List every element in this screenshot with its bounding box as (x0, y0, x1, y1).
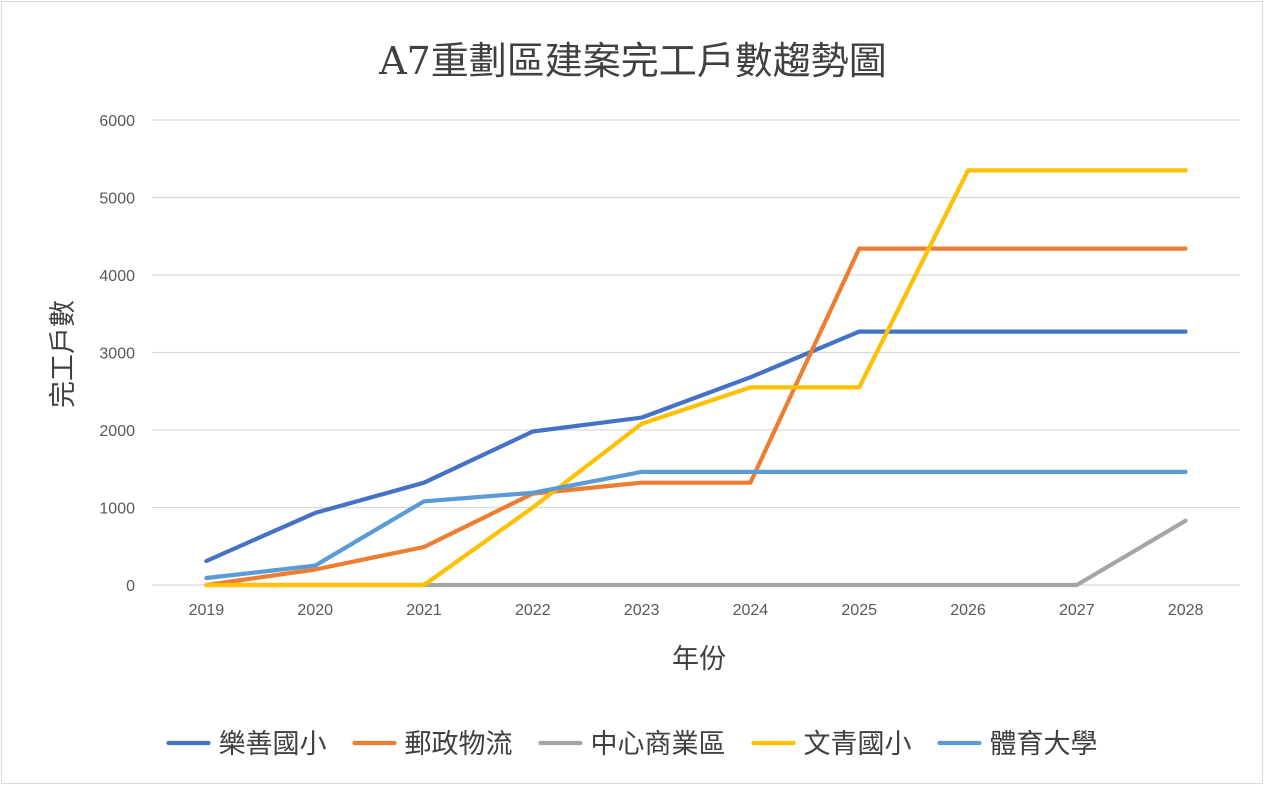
y-tick-label: 4000 (99, 268, 135, 285)
x-tick-label: 2026 (950, 602, 986, 619)
legend-label: 樂善國小 (219, 729, 327, 760)
legend-item: 體育大學 (937, 729, 1098, 760)
series-line-4 (204, 469, 1188, 581)
series-line-0 (204, 329, 1188, 564)
x-tick-label: 2020 (297, 602, 333, 619)
y-tick-label: 2000 (99, 423, 135, 440)
series-line-1 (204, 246, 1188, 588)
legend-label: 體育大學 (990, 729, 1098, 760)
x-tick-label: 2027 (1059, 602, 1095, 619)
legend-item: 郵政物流 (352, 729, 513, 760)
y-tick-label: 5000 (99, 191, 135, 208)
series-line-2 (204, 518, 1188, 588)
legend-label: 文青國小 (804, 729, 912, 760)
legend-item: 文青國小 (751, 729, 912, 760)
x-tick-label: 2022 (515, 602, 551, 619)
x-tick-label: 2021 (406, 602, 442, 619)
x-tick-label: 2019 (189, 602, 225, 619)
y-tick-label: 1000 (99, 501, 135, 518)
y-tick-label: 0 (126, 578, 135, 595)
legend-item: 中心商業區 (538, 729, 726, 760)
series-line-3 (204, 168, 1188, 588)
gridlines (152, 119, 1240, 586)
legend: 樂善國小 郵政物流 中心商業區 文青國小 體育大學 (166, 729, 1098, 760)
series-lines (204, 168, 1188, 588)
legend-label: 郵政物流 (405, 729, 513, 760)
x-axis-ticks: 2019 2020 2021 2022 2023 2024 2025 2026 2027 2028 (189, 602, 1204, 619)
chart-title: A7重劃區建案完工戶數趨勢圖 (378, 39, 887, 83)
x-tick-label: 2024 (733, 602, 769, 619)
y-tick-label: 6000 (99, 113, 135, 130)
y-tick-label: 3000 (99, 346, 135, 363)
y-axis-title: 完工戶數 (48, 300, 79, 408)
legend-item: 樂善國小 (166, 729, 327, 760)
x-tick-label: 2023 (624, 602, 660, 619)
legend-label: 中心商業區 (591, 729, 726, 760)
x-axis-title: 年份 (672, 644, 726, 675)
x-tick-label: 2025 (841, 602, 877, 619)
x-tick-label: 2028 (1168, 602, 1204, 619)
y-axis-ticks: 0 1000 2000 3000 4000 5000 6000 (99, 113, 135, 595)
